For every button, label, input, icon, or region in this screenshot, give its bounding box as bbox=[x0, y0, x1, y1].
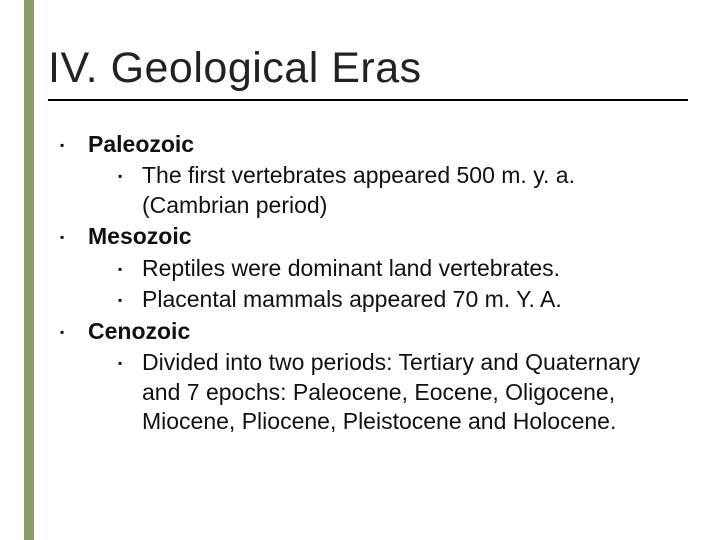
bullet-icon: ▪ bbox=[118, 254, 142, 283]
content: ▪ Paleozoic ▪ The first vertebrates appe… bbox=[60, 130, 676, 438]
title-wrap: IV. Geological Eras bbox=[48, 44, 688, 101]
list-item: ▪ Divided into two periods: Tertiary and… bbox=[118, 348, 676, 436]
item-text: The first vertebrates appeared 500 m. y.… bbox=[142, 161, 676, 220]
item-label: Paleozoic bbox=[88, 130, 194, 159]
list-item: ▪ Mesozoic bbox=[60, 222, 676, 251]
item-label: Cenozoic bbox=[88, 317, 190, 346]
bullet-icon: ▪ bbox=[118, 348, 142, 436]
item-label: Mesozoic bbox=[88, 222, 192, 251]
title-rule bbox=[48, 99, 688, 101]
list-item: ▪ Cenozoic bbox=[60, 317, 676, 346]
list-item: ▪ Placental mammals appeared 70 m. Y. A. bbox=[118, 285, 676, 314]
item-text: Divided into two periods: Tertiary and Q… bbox=[142, 348, 676, 436]
item-text: Reptiles were dominant land vertebrates. bbox=[142, 254, 560, 283]
bullet-icon: ▪ bbox=[60, 130, 88, 159]
list-item: ▪ The first vertebrates appeared 500 m. … bbox=[118, 161, 676, 220]
list-item: ▪ Reptiles were dominant land vertebrate… bbox=[118, 254, 676, 283]
bullet-icon: ▪ bbox=[118, 285, 142, 314]
list-item: ▪ Paleozoic bbox=[60, 130, 676, 159]
bullet-icon: ▪ bbox=[60, 317, 88, 346]
slide-title: IV. Geological Eras bbox=[48, 44, 688, 97]
bullet-icon: ▪ bbox=[118, 161, 142, 220]
bullet-icon: ▪ bbox=[60, 222, 88, 251]
slide: IV. Geological Eras ▪ Paleozoic ▪ The fi… bbox=[0, 0, 720, 540]
accent-bar bbox=[24, 0, 34, 540]
item-text: Placental mammals appeared 70 m. Y. A. bbox=[142, 285, 562, 314]
